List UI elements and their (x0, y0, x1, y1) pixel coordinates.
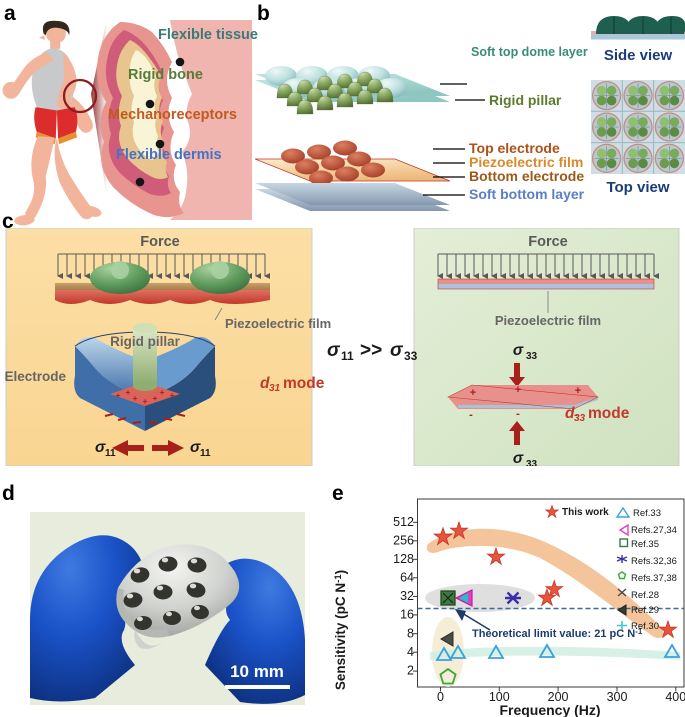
svg-text:+: + (116, 390, 121, 400)
svg-text:32: 32 (400, 589, 414, 603)
svg-text:256: 256 (393, 534, 414, 548)
svg-text:+: + (143, 396, 148, 406)
svg-text:2: 2 (407, 664, 414, 678)
svg-text:31: 31 (269, 383, 281, 394)
svg-text:33: 33 (526, 459, 538, 466)
svg-text:+: + (160, 387, 165, 397)
svg-text:33: 33 (404, 349, 418, 363)
svg-text:+: + (153, 393, 158, 403)
svg-text:Top view: Top view (606, 179, 669, 196)
svg-text:Ref.30: Ref.30 (631, 621, 659, 632)
svg-text:Frequency (Hz): Frequency (Hz) (499, 702, 600, 717)
svg-text:Rigid bone: Rigid bone (128, 67, 203, 83)
svg-text:Mechanoreceptors: Mechanoreceptors (108, 107, 237, 123)
svg-text:Ref.28: Ref.28 (631, 590, 659, 601)
svg-text:σ: σ (390, 340, 404, 361)
svg-text:Flexible dermis: Flexible dermis (116, 147, 222, 163)
svg-text:4: 4 (407, 645, 414, 659)
svg-text:σ: σ (513, 342, 524, 359)
svg-text:+: + (575, 385, 581, 397)
svg-text:64: 64 (400, 571, 414, 585)
svg-text:Rigid pillar: Rigid pillar (489, 92, 562, 108)
svg-text:Soft bottom layer: Soft bottom layer (469, 186, 585, 202)
svg-text:Theoretical limit value: 21 pC: Theoretical limit value: 21 pC N-1 (472, 627, 643, 640)
svg-text:+: + (133, 393, 138, 403)
svg-text:Sensitivity (pC N-1): Sensitivity (pC N-1) (333, 570, 348, 690)
svg-text:33: 33 (574, 413, 586, 424)
svg-text:Side view: Side view (604, 47, 673, 64)
svg-text:Refs.32,36: Refs.32,36 (631, 556, 677, 567)
svg-text:8: 8 (407, 627, 414, 641)
svg-text:+: + (126, 387, 131, 397)
svg-text:Ref.33: Ref.33 (633, 508, 661, 519)
svg-text:σ: σ (513, 450, 524, 466)
svg-text:Rigid pillar: Rigid pillar (110, 334, 181, 349)
svg-text:11: 11 (200, 448, 211, 459)
svg-text:Piezoelectric film: Piezoelectric film (495, 313, 601, 328)
svg-text:128: 128 (393, 552, 414, 566)
svg-text:>>: >> (360, 340, 382, 361)
svg-text:+: + (170, 390, 175, 400)
svg-text:Force: Force (140, 234, 180, 250)
svg-text:0: 0 (437, 690, 444, 704)
svg-text:+: + (470, 387, 476, 399)
svg-text:11: 11 (341, 349, 354, 363)
svg-text:Bottom electrode: Bottom electrode (469, 168, 584, 184)
svg-text:Refs.27,34: Refs.27,34 (631, 525, 677, 536)
svg-text:Ref.29: Ref.29 (631, 605, 659, 616)
svg-text:-: - (469, 409, 473, 421)
svg-text:Force: Force (528, 234, 568, 250)
svg-text:+: + (515, 384, 521, 396)
svg-text:300: 300 (607, 690, 628, 704)
svg-text:11: 11 (105, 448, 116, 459)
svg-text:16: 16 (400, 608, 414, 622)
svg-text:Electrode: Electrode (4, 369, 66, 384)
svg-text:Soft top dome layer: Soft top dome layer (471, 45, 588, 59)
svg-text:33: 33 (526, 351, 538, 362)
svg-text:Refs.37,38: Refs.37,38 (631, 573, 677, 584)
svg-text:σ: σ (327, 340, 341, 361)
svg-text:10 mm: 10 mm (230, 662, 284, 681)
svg-text:This work: This work (562, 507, 609, 518)
svg-text:Piezoelectric film: Piezoelectric film (225, 316, 331, 331)
svg-text:mode: mode (588, 405, 630, 422)
svg-text:512: 512 (393, 515, 414, 529)
svg-text:Ref.35: Ref.35 (631, 539, 659, 550)
svg-text:mode: mode (283, 375, 325, 392)
svg-text:400: 400 (665, 690, 685, 704)
svg-text:-: - (516, 408, 520, 420)
svg-text:Flexible tissue: Flexible tissue (158, 27, 258, 43)
